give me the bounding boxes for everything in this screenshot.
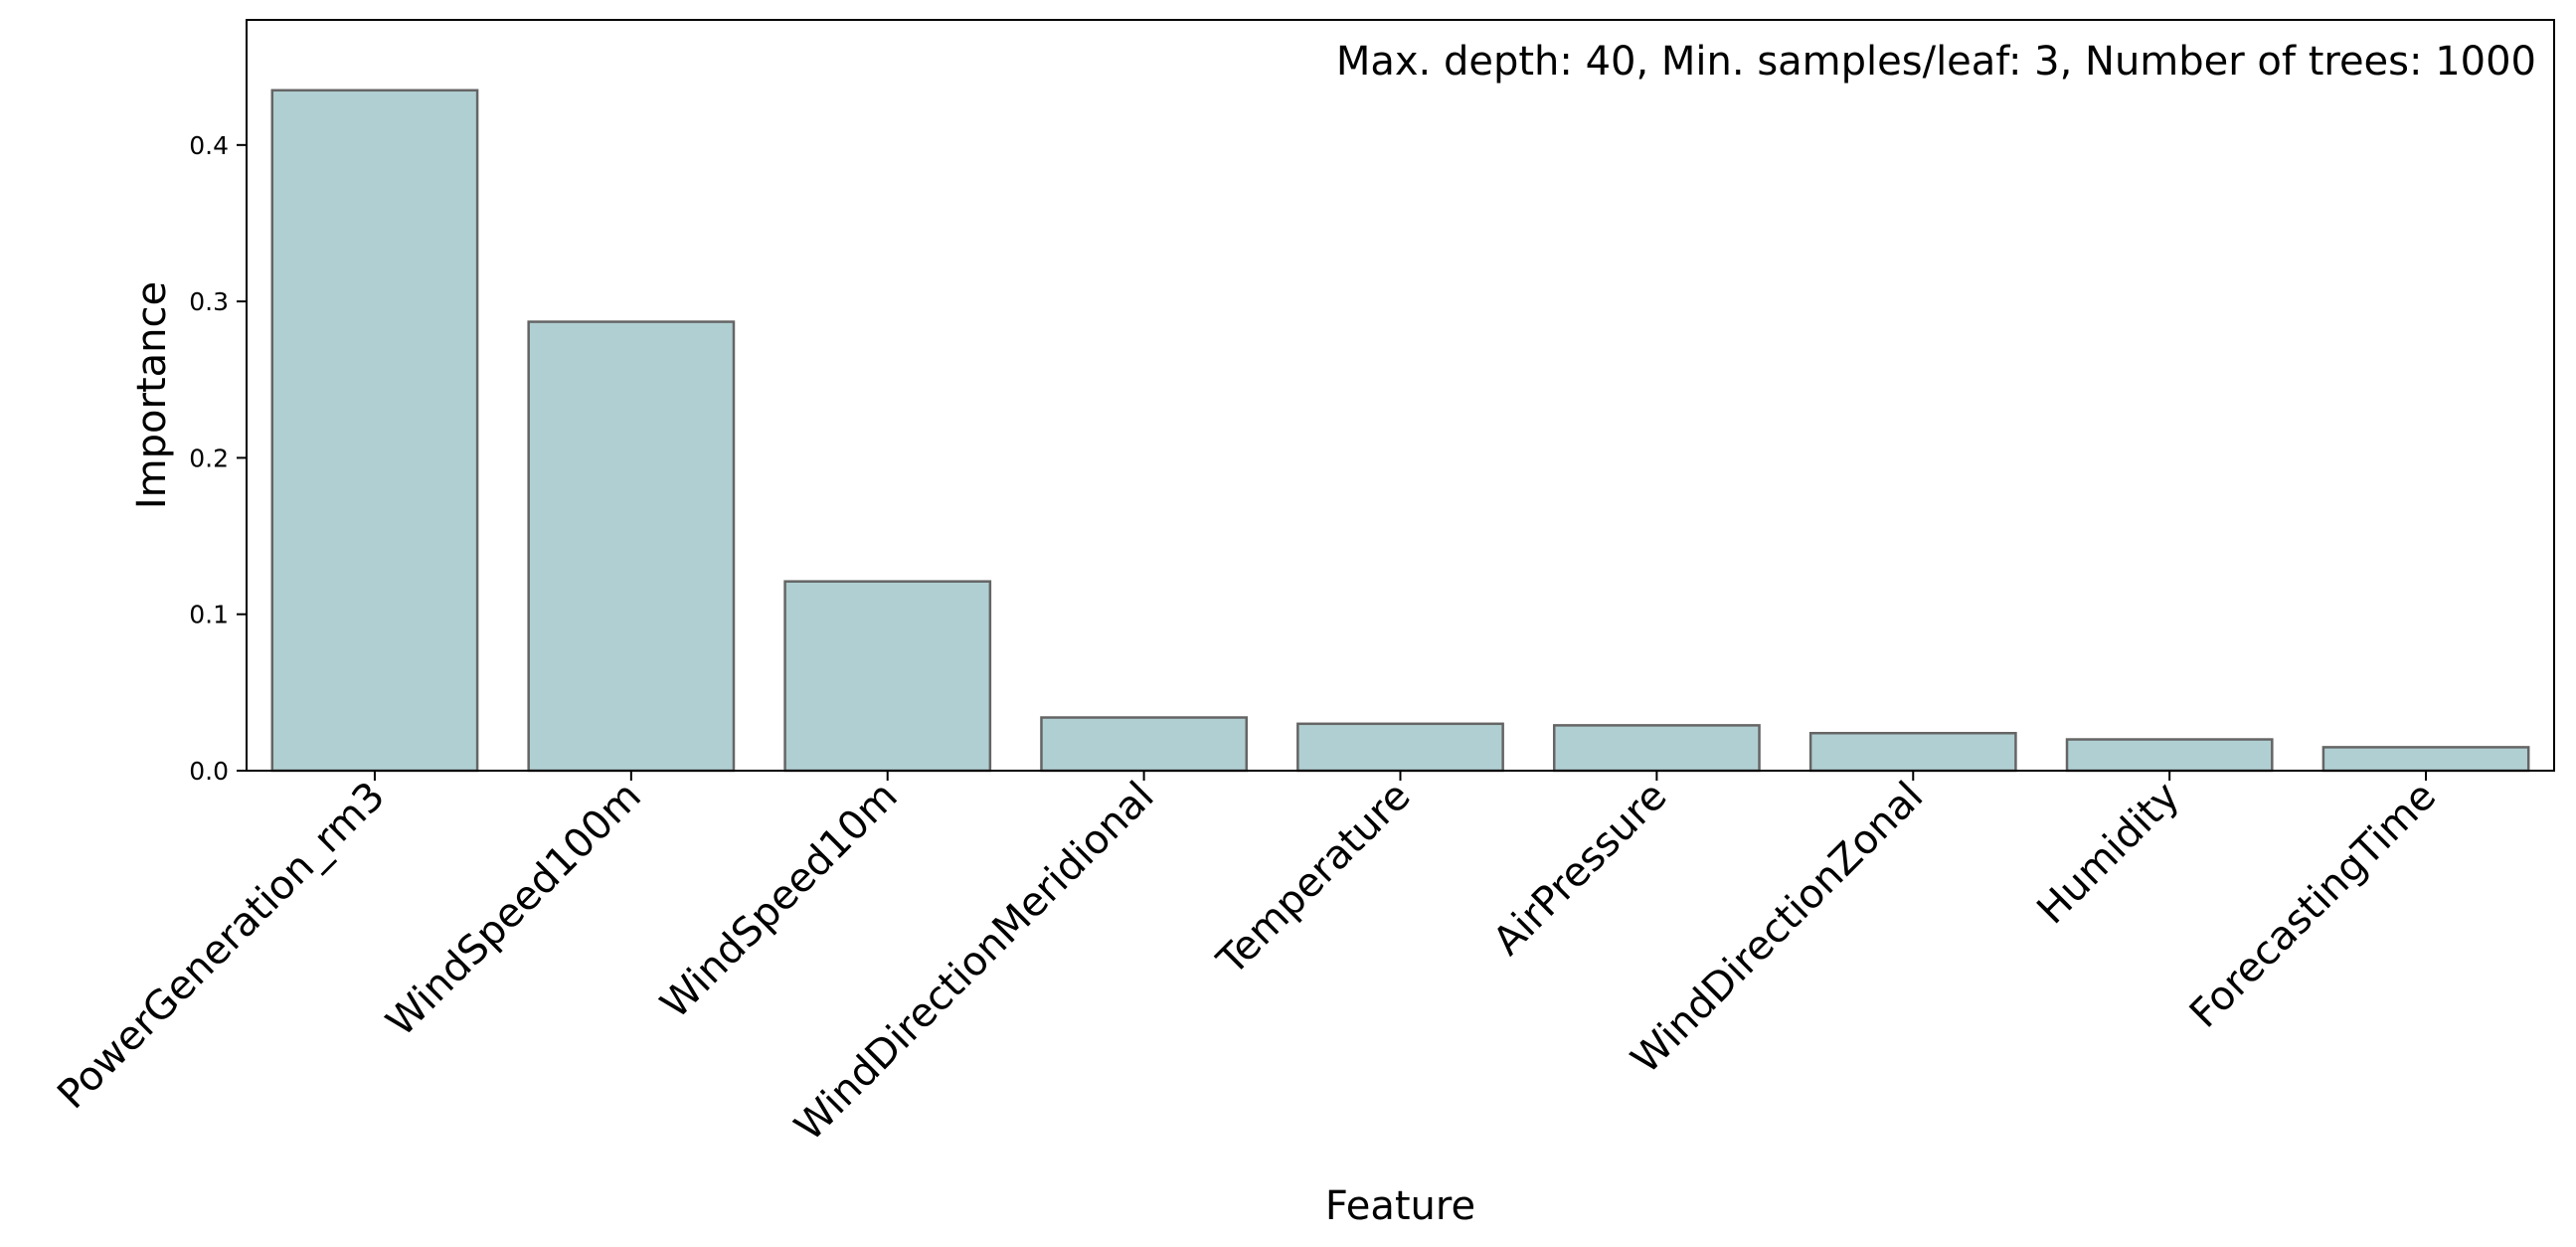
bar-WindDirectionZonal (1808, 732, 2017, 773)
bars-group (270, 89, 2530, 773)
plot-frame (246, 19, 2555, 772)
bar-ForecastingTime (2321, 746, 2530, 773)
y-tick-label: 0.1 (189, 601, 229, 629)
bar-AirPressure (1552, 724, 1761, 773)
y-tick-label: 0.3 (189, 287, 229, 316)
bar-WindDirectionMeridional (1040, 716, 1249, 773)
y-tick-label: 0.0 (189, 757, 229, 786)
y-tick-label: 0.2 (189, 444, 229, 472)
y-ticks-group: 0.0 0.1 0.2 0.3 0.4 (189, 131, 247, 786)
model-params-annotation: Max. depth: 40, Min. samples/leaf: 3, Nu… (1336, 39, 2536, 85)
bar-WindSpeed10m (783, 580, 992, 773)
bar-Humidity (2065, 738, 2274, 773)
y-axis-title: Importance (129, 281, 175, 509)
y-tick-label: 0.4 (189, 131, 229, 160)
x-axis-title: Feature (1325, 1183, 1475, 1229)
bar-WindSpeed100m (527, 320, 736, 773)
bar-PowerGeneration_rm3 (270, 89, 479, 773)
bar-Temperature (1296, 722, 1504, 773)
